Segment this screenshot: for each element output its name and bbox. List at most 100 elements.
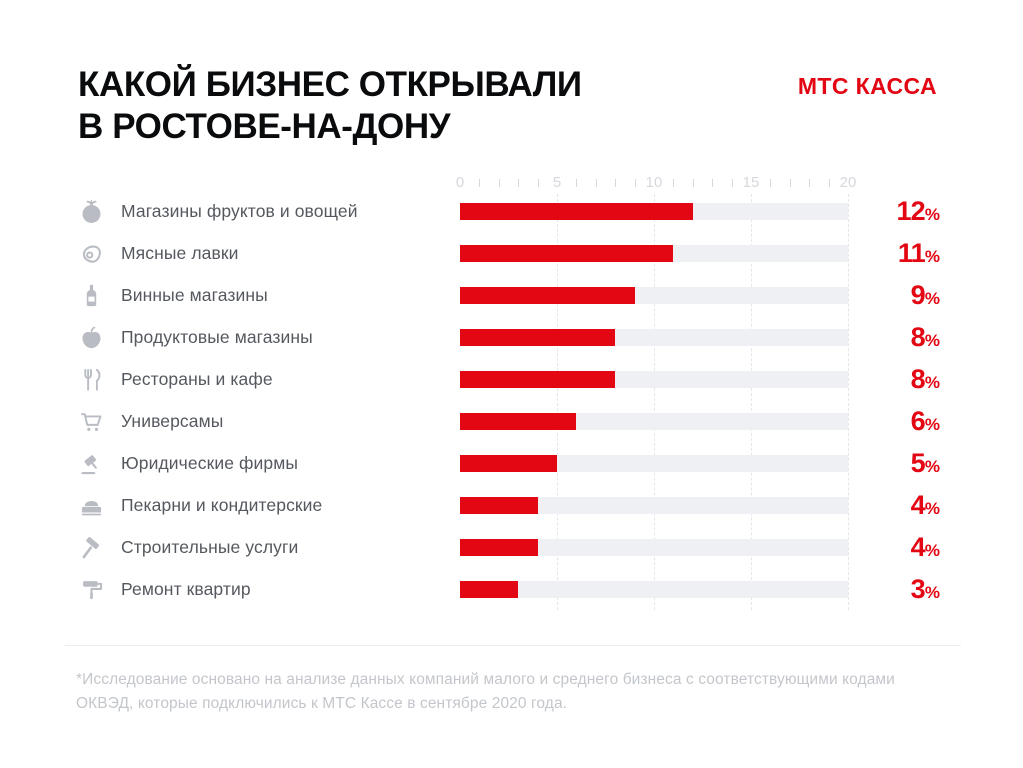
footnote-divider <box>65 645 961 646</box>
axis-minor-tick <box>712 179 714 187</box>
category-label: Винные магазины <box>121 284 268 305</box>
axis-minor-tick <box>692 179 694 187</box>
value-number: 6 <box>910 405 926 436</box>
category-label: Рестораны и кафе <box>121 368 273 389</box>
meat-icon <box>78 240 105 267</box>
bar-fill <box>460 454 557 472</box>
bar-fill <box>460 538 538 556</box>
value-label: 8% <box>848 363 940 394</box>
value-label: 12% <box>848 195 940 226</box>
value-label: 5% <box>848 447 940 478</box>
axis-tick-label: 0 <box>455 174 465 191</box>
gridline <box>751 194 752 610</box>
bar-fill <box>460 328 616 346</box>
title-line-1: КАКОЙ БИЗНЕС ОТКРЫВАЛИ <box>78 65 582 104</box>
brand-logo: МТС КАССА <box>797 73 937 99</box>
axis-tick-label: 5 <box>552 174 562 191</box>
axis-minor-tick <box>828 179 830 187</box>
percent-sign: % <box>924 582 940 602</box>
gridline <box>654 194 655 610</box>
chart-row: Магазины фруктов и овощей 12% <box>0 190 1023 232</box>
bar-track <box>460 538 848 556</box>
bar-fill <box>460 202 693 220</box>
chart-rows: Магазины фруктов и овощей 12% Мясные лав… <box>0 190 1023 610</box>
category-label: Ремонт квартир <box>121 578 251 599</box>
percent-sign: % <box>924 540 940 560</box>
gavel-icon <box>78 450 105 477</box>
value-number: 8 <box>910 363 926 394</box>
axis-tick-label: 10 <box>645 174 663 191</box>
percent-sign: % <box>924 246 940 266</box>
value-number: 4 <box>910 489 926 520</box>
chart-row: Пекарни и кондитерские 4% <box>0 484 1023 526</box>
category-label: Продуктовые магазины <box>121 326 313 347</box>
tomato-icon <box>78 198 105 225</box>
value-number: 9 <box>910 279 926 310</box>
cart-icon <box>78 408 105 435</box>
value-label: 4% <box>848 533 940 561</box>
value-number: 12 <box>896 195 925 226</box>
axis-tick-label: 20 <box>839 174 857 191</box>
axis-minor-tick <box>673 179 675 187</box>
bar-fill <box>460 370 616 388</box>
axis-minor-tick <box>615 179 617 187</box>
chart-row: Ремонт квартир 3% <box>0 568 1023 610</box>
bar-track <box>460 328 848 346</box>
value-number: 11 <box>897 237 926 268</box>
value-label: 4% <box>848 489 940 520</box>
percent-sign: % <box>924 204 940 224</box>
hammer-icon <box>78 534 105 561</box>
axis-minor-tick <box>479 179 481 187</box>
chart-row: Продуктовые магазины 8% <box>0 316 1023 358</box>
page-title: КАКОЙ БИЗНЕС ОТКРЫВАЛИ В РОСТОВЕ-НА-ДОНУ <box>78 64 582 147</box>
chart-row: Мясные лавки 11% <box>0 232 1023 274</box>
percent-sign: % <box>924 330 940 350</box>
bar-track <box>460 412 848 430</box>
axis-minor-tick <box>770 179 772 187</box>
category-label: Юридические фирмы <box>121 452 299 473</box>
axis-tick-label: 15 <box>742 174 760 191</box>
x-axis: 0 5 10 15 20 <box>456 172 857 194</box>
axis-minor-tick <box>576 179 578 187</box>
gridline <box>557 194 558 610</box>
category-label: Мясные лавки <box>121 242 239 263</box>
bar-track <box>460 244 848 262</box>
percent-sign: % <box>924 372 940 392</box>
axis-minor-tick <box>537 179 539 187</box>
axis-minor-tick <box>789 179 791 187</box>
value-number: 8 <box>910 321 926 352</box>
percent-sign: % <box>924 498 940 518</box>
chart-row: Рестораны и кафе 8% <box>0 358 1023 400</box>
apple-icon <box>78 324 105 351</box>
title-line-2: В РОСТОВЕ-НА-ДОНУ <box>78 106 451 146</box>
bar-fill <box>460 496 538 514</box>
chart-row: Винные магазины 9% <box>0 274 1023 316</box>
axis-minor-tick <box>634 179 636 187</box>
bar-track <box>460 202 848 220</box>
axis-minor-tick <box>809 179 811 187</box>
wine-bottle-icon <box>78 282 105 309</box>
value-label: 11% <box>848 237 940 268</box>
value-label: 6% <box>848 405 940 436</box>
bar-fill <box>460 412 577 430</box>
bar-track <box>460 370 848 388</box>
category-label: Магазины фруктов и овощей <box>121 200 358 221</box>
gridline <box>848 194 849 610</box>
gridlines <box>460 194 849 610</box>
bar-fill <box>460 244 674 262</box>
bar-fill <box>460 286 635 304</box>
chart-row: Строительные услуги 4% <box>0 526 1023 568</box>
category-label: Строительные услуги <box>121 536 299 557</box>
header: КАКОЙ БИЗНЕС ОТКРЫВАЛИ В РОСТОВЕ-НА-ДОНУ… <box>78 64 937 147</box>
axis-minor-tick <box>595 179 597 187</box>
bar-fill <box>460 580 519 598</box>
bar-track <box>460 286 848 304</box>
value-number: 5 <box>910 447 926 478</box>
bar-track <box>460 496 848 514</box>
value-label: 9% <box>848 279 940 310</box>
percent-sign: % <box>924 456 940 476</box>
bar-track <box>460 580 848 598</box>
bar-track <box>460 454 848 472</box>
category-label: Универсамы <box>121 410 224 431</box>
